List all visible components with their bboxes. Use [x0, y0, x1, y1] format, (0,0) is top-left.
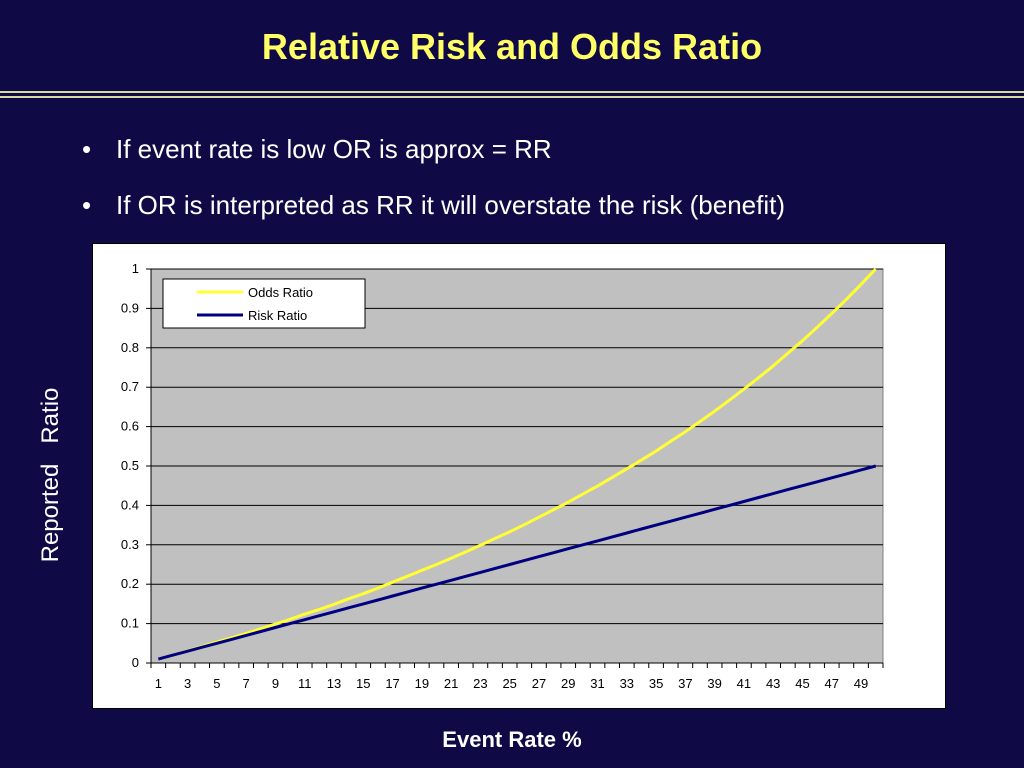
title-divider-top [0, 91, 1024, 93]
x-tick-label: 23 [473, 676, 487, 691]
y-tick-label: 0.6 [121, 419, 139, 434]
x-tick-label: 33 [620, 676, 634, 691]
x-tick-label: 27 [532, 676, 546, 691]
x-tick-label: 11 [298, 676, 312, 691]
x-tick-label: 41 [737, 676, 751, 691]
y-tick-label: 0.5 [121, 458, 139, 473]
y-tick-label: 1 [132, 261, 139, 276]
title-divider-bottom [0, 96, 1024, 98]
legend-box [162, 278, 366, 329]
x-tick-label: 13 [327, 676, 341, 691]
y-tick-label: 0.7 [121, 379, 139, 394]
x-tick-label: 17 [385, 676, 399, 691]
x-tick-label: 45 [795, 676, 809, 691]
x-tick-label: 37 [678, 676, 692, 691]
x-tick-label: 31 [590, 676, 604, 691]
x-tick-label: 25 [502, 676, 516, 691]
y-tick-label: 0.3 [121, 537, 139, 552]
y-tick-label: 0.8 [121, 340, 139, 355]
legend-label: Odds Ratio [248, 285, 313, 300]
y-axis-label-text: Reported Ratio [37, 387, 64, 563]
x-tick-label: 1 [155, 676, 162, 691]
bullet-item: • If OR is interpreted as RR it will over… [82, 190, 785, 221]
x-tick-label: 21 [444, 676, 458, 691]
y-tick-label: 0.4 [121, 497, 139, 512]
chart-frame: 0 0.1 0.2 0.3 0.4 0.5 0.6 0.7 0.8 0.9 1 1 3 5 7 9 11 13 15… [92, 243, 946, 709]
bullet-item: • If event rate is low OR is approx = RR [82, 134, 552, 165]
slide-title: Relative Risk and Odds Ratio [261, 26, 763, 67]
x-tick-label: 5 [213, 676, 220, 691]
x-tick-label: 9 [272, 676, 279, 691]
y-tick-label: 0.9 [121, 300, 139, 315]
x-tick-label: 29 [561, 676, 575, 691]
bullet-text: If OR is interpreted as RR it will overs… [116, 190, 786, 220]
x-axis-label: Event Rate % [442, 727, 582, 752]
x-tick-label: 47 [825, 676, 839, 691]
line-chart: 00.10.20.30.40.50.60.70.80.911 3 5 7 9 11 13 15… [121, 261, 884, 691]
series-line-risk-ratio [157, 464, 877, 661]
x-tick-label: 7 [243, 676, 250, 691]
x-tick-label: 3 [184, 676, 191, 691]
series-line-odds-ratio [157, 267, 877, 661]
legend-label: Risk Ratio [248, 308, 307, 323]
x-tick-label: 39 [707, 676, 721, 691]
bullet-text: If event rate is low OR is approx = RR [116, 134, 552, 164]
x-tick-label: 35 [649, 676, 663, 691]
x-tick-label: 43 [766, 676, 780, 691]
x-tick-label: 15 [356, 676, 370, 691]
y-tick-label: 0.2 [121, 576, 139, 591]
bullet-marker: • [82, 134, 92, 164]
y-tick-label: 0 [132, 655, 139, 670]
y-tick-label: 0.1 [121, 616, 139, 631]
x-tick-label: 49 [854, 676, 868, 691]
bullet-marker: • [82, 190, 92, 220]
x-tick-label: 19 [415, 676, 429, 691]
